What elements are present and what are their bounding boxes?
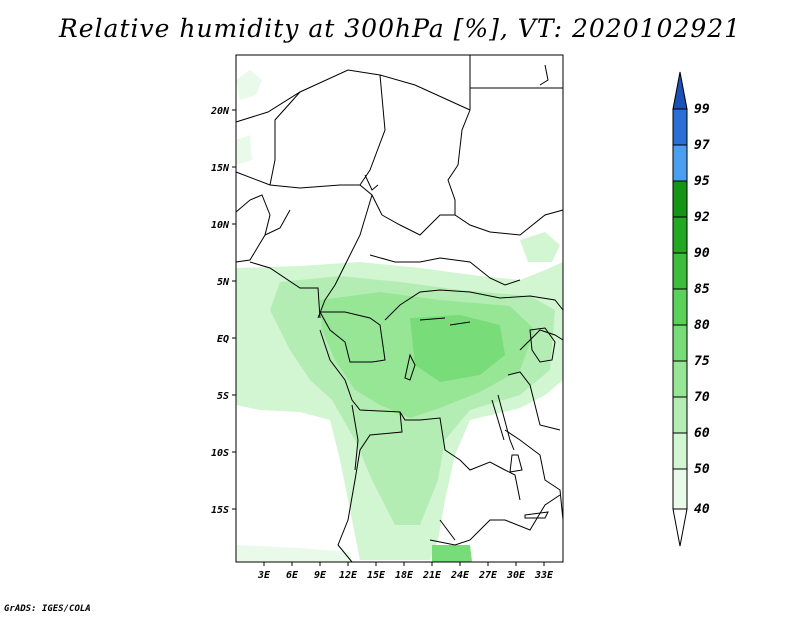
lat-tick-label: 10N [211, 220, 230, 231]
colorbar-swatch [672, 252, 688, 290]
colorbar-label: 95 [694, 174, 710, 189]
colorbar-swatch [672, 288, 688, 326]
lat-tick-label: 5N [217, 277, 230, 288]
lat-axis: 20N 15N 10N 5N EQ 5S 10S 15S [210, 106, 236, 516]
colorbar-label: 99 [694, 102, 710, 117]
colorbar-label: 75 [694, 354, 710, 369]
colorbar-swatch [672, 360, 688, 398]
lat-tick-label: 10S [211, 448, 229, 459]
colorbar-swatch [672, 180, 688, 218]
colorbar-top-arrow [672, 71, 688, 110]
lon-tick-label: 21E [422, 570, 442, 581]
colorbar-label: 92 [694, 210, 710, 225]
lon-axis: 3E 6E 9E 12E 15E 18E 21E 24E 27E 30E 33E [257, 562, 554, 581]
colorbar-swatch [672, 216, 688, 254]
colorbar-swatch [672, 432, 688, 470]
humidity-shading [236, 70, 563, 562]
lon-tick-label: 30E [506, 570, 526, 581]
colorbar-swatch [672, 396, 688, 434]
colorbar-label: 50 [694, 462, 710, 477]
colorbar-bottom-arrow [672, 508, 688, 547]
lat-tick-label: 15N [211, 163, 230, 174]
lon-tick-label: 9E [314, 570, 327, 581]
colorbar-label: 80 [694, 318, 710, 333]
lat-tick-label: 15S [211, 505, 229, 516]
colorbar-label: 85 [694, 282, 710, 297]
lon-tick-label: 24E [450, 570, 470, 581]
lon-tick-label: 33E [534, 570, 554, 581]
map-title: Relative humidity at 300hPa [%], VT: 202… [58, 14, 742, 43]
lon-tick-label: 27E [478, 570, 498, 581]
colorbar-label: 70 [694, 390, 710, 405]
lon-tick-label: 12E [339, 570, 358, 581]
lon-tick-label: 6E [286, 570, 299, 581]
colorbar-swatch [672, 108, 688, 146]
colorbar-swatch [672, 324, 688, 362]
country-borders [235, 55, 564, 563]
lat-tick-label: EQ [217, 334, 229, 345]
colorbar-swatch [672, 468, 688, 510]
map-frame [235, 54, 564, 563]
colorbar-label: 60 [694, 426, 710, 441]
lon-tick-label: 3E [257, 570, 271, 581]
colorbar-label: 90 [694, 246, 710, 261]
colorbar-label: 40 [694, 502, 710, 517]
credit-label: GrADS: IGES/COLA [4, 604, 91, 614]
colorbar: 99 97 95 92 90 85 80 75 70 60 50 40 [672, 71, 710, 547]
colorbar-swatch [672, 144, 688, 182]
lat-tick-label: 20N [210, 106, 230, 117]
lon-tick-label: 15E [367, 570, 386, 581]
lat-tick-label: 5S [217, 391, 229, 402]
lon-tick-label: 18E [395, 570, 414, 581]
colorbar-label: 97 [694, 138, 710, 153]
